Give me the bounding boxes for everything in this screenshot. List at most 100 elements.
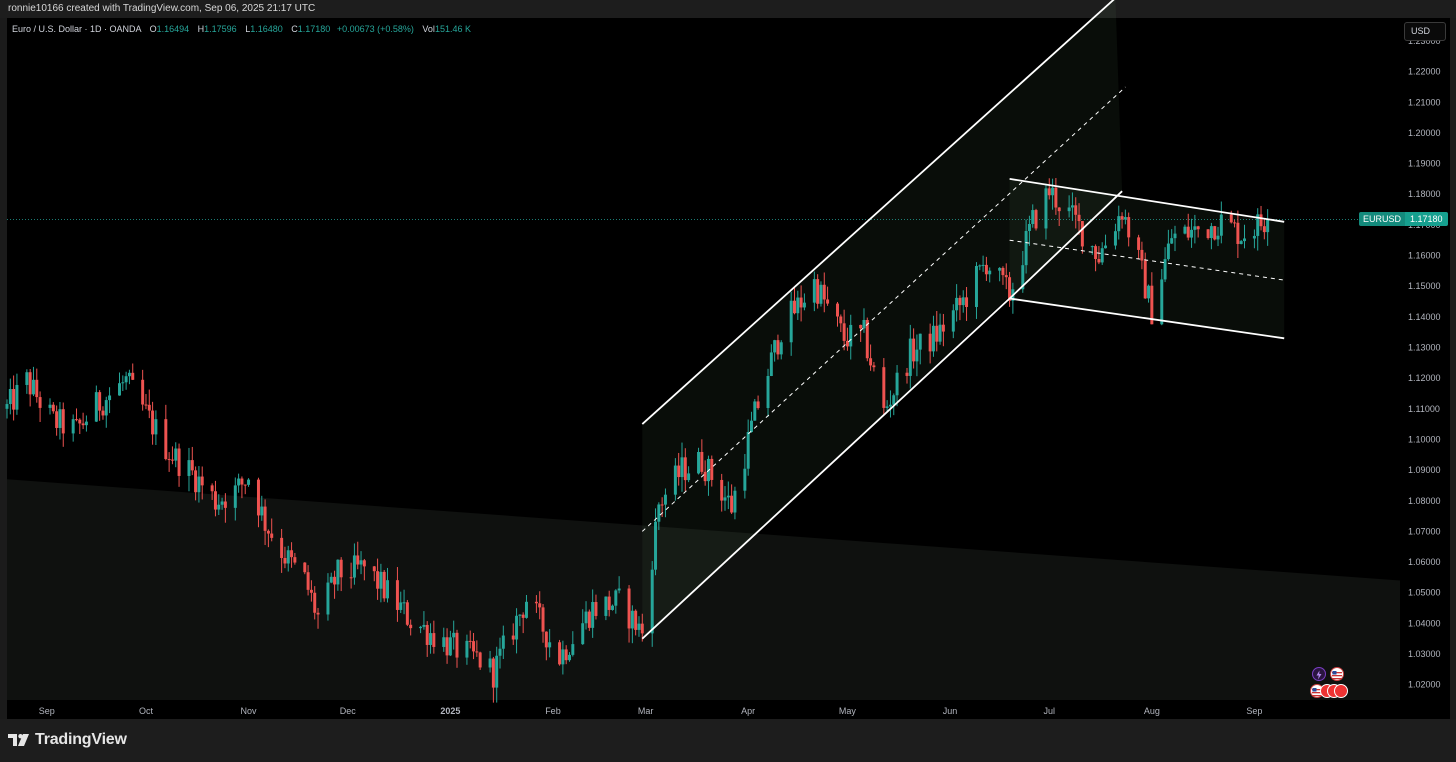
candle-body <box>55 411 59 428</box>
candle-body <box>564 649 568 661</box>
candle-body <box>779 342 783 355</box>
candle-body <box>190 460 194 471</box>
candle-body <box>544 631 548 648</box>
candle-body <box>634 610 638 630</box>
candle-body <box>290 550 294 558</box>
currency-button[interactable]: USD <box>1404 22 1446 41</box>
candle-body <box>1001 267 1005 276</box>
candle-body <box>210 485 214 492</box>
candle-body <box>448 637 452 656</box>
candle-body <box>627 588 631 629</box>
candle-body <box>743 468 747 491</box>
lightning-event-icon[interactable] <box>1312 667 1326 681</box>
volume-value: 151.46 K <box>434 24 471 34</box>
candle-body <box>306 572 310 590</box>
high-value: 1.17596 <box>204 24 237 34</box>
candle-body <box>819 284 823 304</box>
y-axis-tick-label: 1.12000 <box>1408 373 1441 383</box>
low-value: 1.16480 <box>250 24 283 34</box>
candle-body <box>630 610 634 629</box>
candle-body <box>663 494 667 505</box>
event-icons-group[interactable] <box>1310 684 1350 698</box>
candle-body <box>38 397 42 408</box>
candle-body <box>1104 245 1108 249</box>
candle-body <box>558 642 562 665</box>
candle-body <box>1123 217 1127 220</box>
candle-body <box>1150 285 1154 325</box>
candle-body <box>131 372 135 380</box>
candle-body <box>194 470 198 493</box>
candle-body <box>680 457 684 478</box>
x-axis-tick-label: Oct <box>139 706 154 716</box>
candle-body <box>515 615 519 640</box>
us-flag-event-icon[interactable] <box>1330 667 1344 681</box>
open-label: O <box>149 24 157 34</box>
candle-body <box>611 605 614 610</box>
symbol-title[interactable]: Euro / U.S. Dollar · 1D · OANDA <box>12 24 142 34</box>
descending-channel-lower <box>1009 297 1285 340</box>
candle-body <box>405 602 409 625</box>
candle-body <box>1236 222 1240 244</box>
candle-body <box>336 559 340 585</box>
candle-body <box>1027 224 1031 231</box>
candle-body <box>419 626 423 629</box>
candle-body <box>1100 248 1104 263</box>
candle-body <box>915 349 919 362</box>
candle-body <box>683 457 687 481</box>
candle-body <box>1070 205 1074 208</box>
candle-body <box>498 648 502 656</box>
candle-body <box>1193 226 1197 230</box>
candle-body <box>243 484 247 486</box>
candle-body <box>1127 217 1131 238</box>
candle-body <box>951 310 955 332</box>
candle-body <box>974 265 978 307</box>
candle-body <box>1074 205 1078 215</box>
candle-body <box>908 338 912 376</box>
candle-body <box>607 596 611 610</box>
y-axis-tick-label: 1.08000 <box>1408 496 1441 506</box>
candle-body <box>237 478 241 486</box>
candle-body <box>432 633 436 647</box>
candle-body <box>793 300 796 314</box>
candle-body <box>124 376 128 383</box>
candle-body <box>581 623 585 645</box>
attribution-bar: ronnie10166 created with TradingView.com… <box>0 0 1456 18</box>
candle-body <box>1120 216 1124 220</box>
y-axis-tick-label: 1.16000 <box>1408 251 1441 261</box>
y-axis-tick-label: 1.15000 <box>1408 281 1441 291</box>
candle-body <box>882 367 886 408</box>
event-marker-icon[interactable] <box>1334 684 1348 698</box>
candle-body <box>660 504 664 506</box>
candle-body <box>495 655 499 688</box>
y-axis-tick-label: 1.22000 <box>1408 67 1441 77</box>
tradingview-logo[interactable]: TradingView <box>8 731 127 749</box>
candle-body <box>28 372 32 395</box>
candle-body <box>617 588 621 591</box>
candle-body <box>270 533 274 538</box>
candle-body <box>746 432 750 469</box>
candle-body <box>981 264 985 266</box>
candle-body <box>1034 210 1038 229</box>
candle-body <box>1196 226 1200 230</box>
x-axis-tick-label: Apr <box>741 706 755 716</box>
candle-body <box>488 658 492 668</box>
candle-body <box>895 372 899 396</box>
candle-body <box>614 590 618 606</box>
candle-body <box>12 389 16 410</box>
candle-body <box>187 460 191 476</box>
candle-body <box>1216 235 1220 240</box>
candle-body <box>538 603 542 608</box>
candle-body <box>1242 238 1246 242</box>
candle-body <box>697 451 701 474</box>
candle-body <box>1160 279 1164 325</box>
candle-body <box>51 404 55 412</box>
candle-body <box>372 566 376 572</box>
candle-body <box>591 601 595 628</box>
candle-body <box>1097 259 1101 263</box>
candle-body <box>912 338 916 362</box>
candle-body <box>637 623 641 630</box>
ascending-channel-upper <box>641 0 1115 425</box>
symbol-legend[interactable]: Euro / U.S. Dollar · 1D · OANDA O1.16494… <box>12 24 471 34</box>
candle-body <box>5 404 9 409</box>
